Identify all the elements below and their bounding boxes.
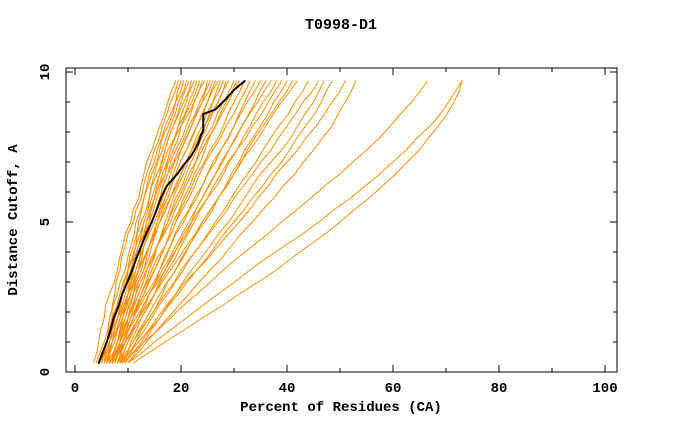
x-tick-label: 100 [592, 381, 617, 397]
model-curve [111, 80, 261, 364]
model-curve [108, 80, 283, 364]
y-tick-label: 5 [38, 218, 54, 226]
chart-title: T0998-D1 [305, 17, 377, 34]
model-curve [127, 80, 357, 364]
x-axis-label: Percent of Residues (CA) [240, 400, 442, 416]
model-curve [127, 80, 463, 364]
model-curve [122, 80, 309, 364]
model-curve [119, 80, 346, 364]
model-curve [93, 80, 177, 364]
x-tick-label: 80 [491, 381, 508, 397]
tick-labels-layer: 0 20 40 60 80 100 0 5 10 [38, 64, 618, 397]
curves-layer [93, 80, 463, 364]
model-curve [124, 80, 333, 364]
model-curve [101, 80, 206, 364]
model-curve [116, 80, 320, 364]
x-tick-label: 40 [279, 381, 296, 397]
y-tick-label: 0 [38, 368, 54, 376]
model-curve [111, 80, 299, 364]
plot-border [65, 67, 618, 373]
model-curve [116, 80, 277, 364]
model-curve [106, 80, 240, 364]
model-curve [101, 80, 230, 364]
model-curve [132, 80, 463, 364]
model-curve [108, 80, 251, 364]
model-curve [119, 80, 293, 364]
model-curve [95, 80, 185, 364]
axes-layer [65, 67, 618, 373]
x-tick-label: 0 [71, 381, 79, 397]
best-model-curve [97, 80, 246, 364]
x-tick-label: 20 [173, 381, 190, 397]
y-tick-label: 10 [38, 64, 54, 81]
model-curve [122, 80, 428, 364]
y-axis-label: Distance Cutoff, A [6, 144, 22, 296]
model-curve [106, 80, 219, 364]
x-tick-label: 60 [385, 381, 402, 397]
model-curve [101, 80, 193, 364]
